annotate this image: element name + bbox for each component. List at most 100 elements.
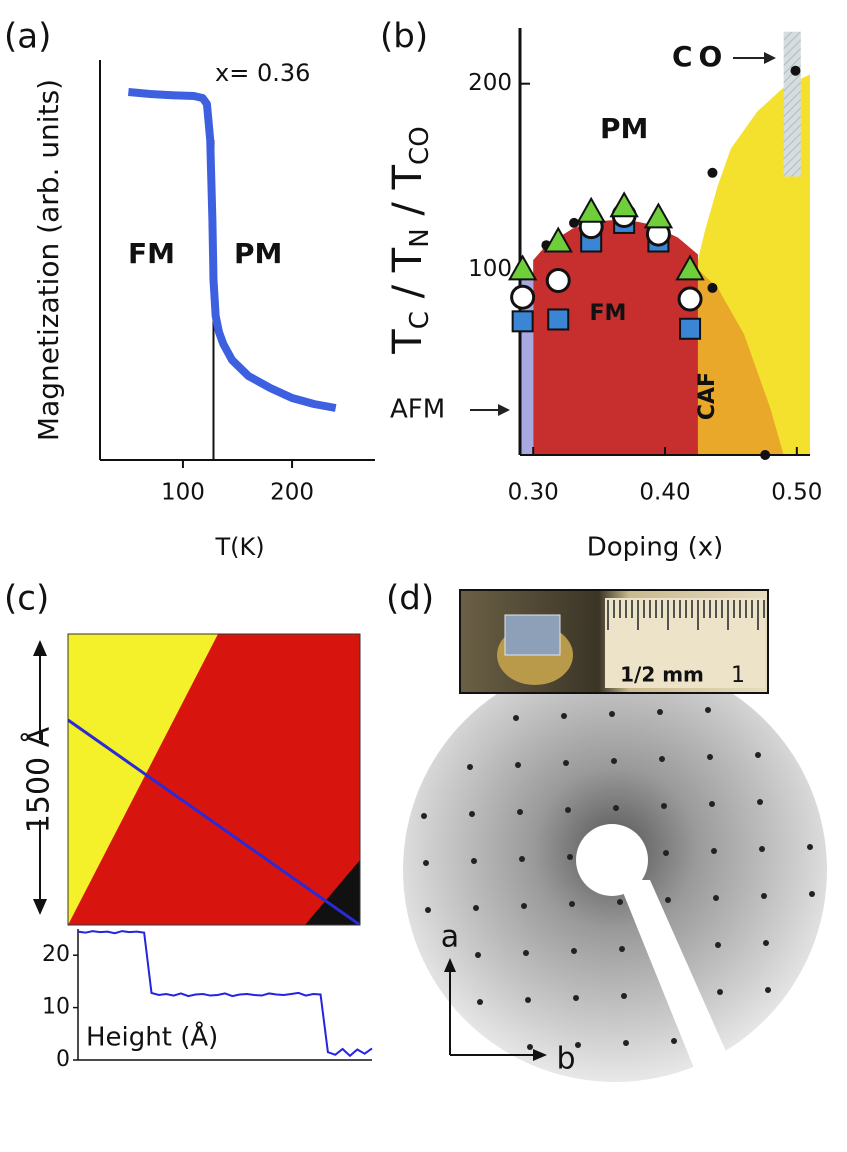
scale-label: 1500 Å [21, 726, 57, 833]
triangle-marker [576, 196, 606, 223]
diffraction-spot [425, 907, 431, 913]
x-tick-label: 0.30 [508, 480, 559, 506]
diffraction-spot [623, 1040, 629, 1046]
region-label: FM [590, 301, 627, 326]
y-axis-label-part: C [405, 311, 435, 329]
diffraction-spot [421, 813, 427, 819]
panel-label: (a) [4, 17, 51, 57]
diffraction-spot [525, 997, 531, 1003]
diffraction-spot [477, 999, 483, 1005]
diffraction-spot [671, 1038, 677, 1044]
panel-label: (c) [4, 579, 49, 619]
triangle-marker [609, 191, 639, 218]
diffraction-spot [609, 711, 615, 717]
diffraction-spot [717, 989, 723, 995]
circle-marker [545, 267, 571, 293]
arrow-head [444, 958, 456, 972]
panel-label: (b) [380, 17, 428, 57]
diffraction-spot [761, 893, 767, 899]
diffraction-spot [469, 811, 475, 817]
triangle-marker [543, 226, 573, 253]
diffraction-spot [619, 946, 625, 952]
y-axis-label: Magnetization (arb. units) [32, 79, 65, 441]
region-label: AFM [390, 395, 445, 425]
diffraction-spot [569, 901, 575, 907]
diffraction-spot [807, 844, 813, 850]
diffraction-spot [661, 803, 667, 809]
diffraction-spot [713, 895, 719, 901]
y-tick-label: 100 [468, 256, 512, 282]
annotation: PM [600, 112, 648, 145]
y-tick-label: 0 [56, 1047, 70, 1072]
diffraction-spot [567, 854, 573, 860]
annotation: CO [672, 40, 728, 73]
diffraction-spot [475, 952, 481, 958]
y-axis-label-part: T [385, 329, 431, 355]
diffraction-spot [521, 903, 527, 909]
circle-marker [677, 286, 703, 312]
y-tick-label: 200 [468, 70, 512, 96]
x-tick-label: 200 [270, 480, 314, 506]
diffraction-spot [515, 762, 521, 768]
annotation: FM [128, 237, 175, 270]
diffraction-spot [565, 807, 571, 813]
diffraction-spot [715, 942, 721, 948]
diffraction-spot [519, 856, 525, 862]
arrow-head [33, 899, 47, 915]
ruler-number: 1 [731, 663, 745, 688]
diffraction-spot [467, 764, 473, 770]
y-axis-label-part: / T [385, 247, 431, 311]
height-profile [77, 930, 373, 1058]
afm-image [68, 634, 360, 925]
dot-marker [707, 282, 718, 293]
y-axis-label: TC / TN / TCO [385, 126, 435, 354]
diffraction-spot [575, 1042, 581, 1048]
y-axis-label-part: / T [385, 164, 431, 228]
diffraction-spot [617, 899, 623, 905]
diffraction-spot [707, 754, 713, 760]
dot-marker [760, 450, 771, 460]
diffraction-spot [471, 858, 477, 864]
square-marker [547, 308, 570, 331]
axis-label: b [556, 1042, 575, 1077]
square-marker [511, 310, 534, 333]
triangle-marker [675, 254, 705, 281]
x-tick-label: 0.50 [771, 480, 822, 506]
diffraction-spot [759, 846, 765, 852]
dot-marker [790, 65, 801, 76]
diffraction-spot [621, 993, 627, 999]
arrow-head [764, 52, 776, 64]
diffraction-spot [809, 891, 815, 897]
diffraction-spot [517, 809, 523, 815]
diffraction-spot [711, 848, 717, 854]
diffraction-spot [473, 905, 479, 911]
diffraction-spot [563, 760, 569, 766]
square-marker [679, 317, 702, 340]
diffraction-spot [513, 715, 519, 721]
annotation: x= 0.36 [215, 59, 310, 87]
arrow-head [498, 404, 510, 416]
diffraction-spot [663, 850, 669, 856]
diffraction-spot [657, 709, 663, 715]
diffraction-spot [763, 940, 769, 946]
diffraction-spot [705, 707, 711, 713]
arrow-head [533, 1049, 547, 1061]
diffraction-spot [527, 1044, 533, 1050]
phase-region [533, 219, 698, 455]
image-frame [67, 633, 361, 926]
y-axis-label-part: CO [405, 126, 435, 165]
diffraction-spot [611, 758, 617, 764]
diffraction-spot [659, 756, 665, 762]
annotation: PM [234, 237, 282, 270]
x-tick-label: 0.40 [639, 480, 690, 506]
diffraction-spot [709, 801, 715, 807]
circle-marker [510, 284, 536, 310]
co-band [783, 31, 801, 177]
crystal [504, 614, 561, 656]
ruler-ticks [607, 600, 765, 630]
region-label: CAF [695, 372, 720, 420]
ruler-label: 1/2 mm [620, 663, 704, 687]
y-axis-label: Height (Å) [86, 1021, 218, 1053]
x-tick-label: 100 [161, 480, 205, 506]
